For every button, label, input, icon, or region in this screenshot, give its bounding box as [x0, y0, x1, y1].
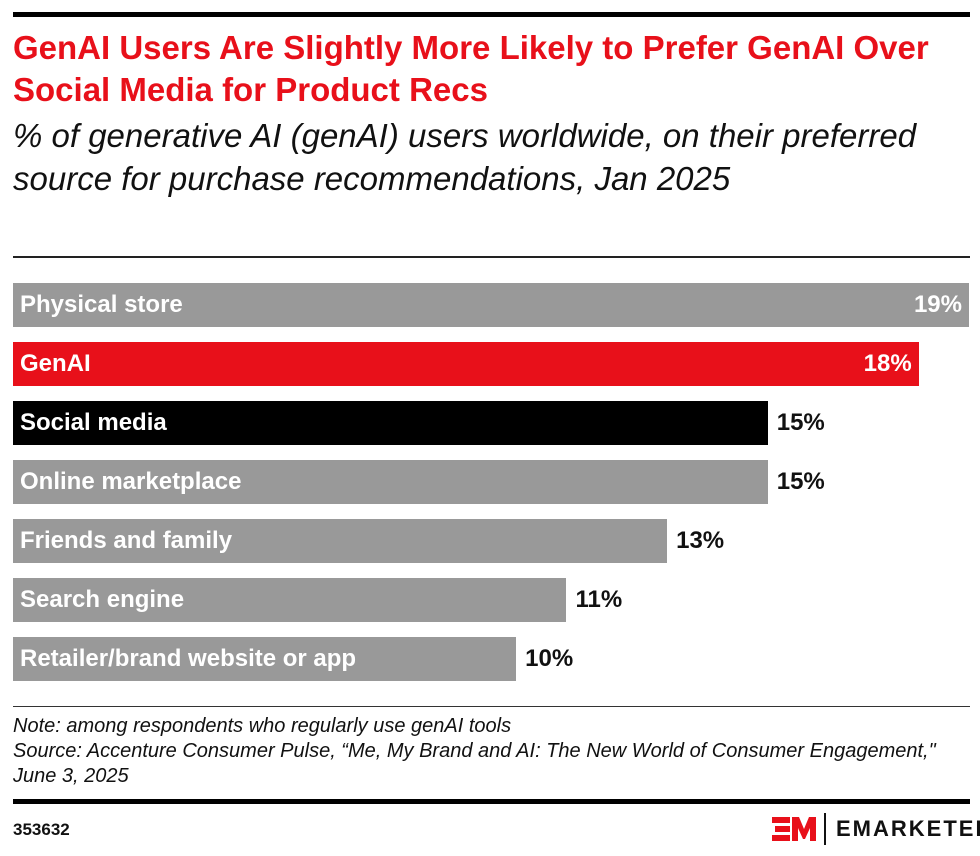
chart-title: GenAI Users Are Slightly More Likely to … [13, 29, 929, 108]
footer-rule [13, 799, 970, 804]
bar: Physical store 19% [13, 283, 969, 327]
bar: Friends and family 13% [13, 519, 724, 563]
bar: Retailer/brand website or app 10% [13, 637, 573, 681]
em-logo-icon [772, 817, 816, 841]
note-text: Note: among respondents who regularly us… [13, 715, 512, 737]
bar-label: Social media [20, 409, 167, 436]
bar-value: 11% [575, 586, 623, 613]
bar-value: 13% [676, 527, 725, 554]
bar-label: Physical store [20, 291, 183, 318]
notes-divider [13, 706, 970, 707]
bar: Search engine 11% [13, 578, 622, 622]
bar: Online marketplace 15% [13, 460, 825, 504]
bar-value: 15% [776, 409, 825, 436]
notes: Note: among respondents who regularly us… [13, 714, 973, 789]
bar-label: Online marketplace [20, 468, 242, 495]
bar: GenAI 18% [13, 342, 919, 386]
bar-value: 10% [525, 645, 574, 672]
bar-label: Friends and family [20, 527, 233, 554]
header-divider [13, 256, 970, 258]
chart-id: 353632 [13, 820, 70, 839]
chart-subtitle: % of generative AI (genAI) users worldwi… [13, 117, 917, 197]
bar-label: Retailer/brand website or app [20, 645, 357, 672]
bar-value: 15% [776, 468, 825, 495]
bar-label: Search engine [20, 586, 185, 613]
source-text: Source: Accenture Consumer Pulse, “Me, M… [13, 740, 936, 787]
bar-value: 18% [863, 350, 912, 377]
logo-divider [824, 813, 826, 845]
top-rule [13, 12, 970, 17]
brand-name: EMARKETER [836, 816, 980, 841]
bar-label: GenAI [20, 350, 91, 377]
emarketer-logo: EMARKETER [772, 812, 980, 846]
bar: Social media 15% [13, 401, 825, 445]
bar-value: 19% [913, 291, 962, 318]
